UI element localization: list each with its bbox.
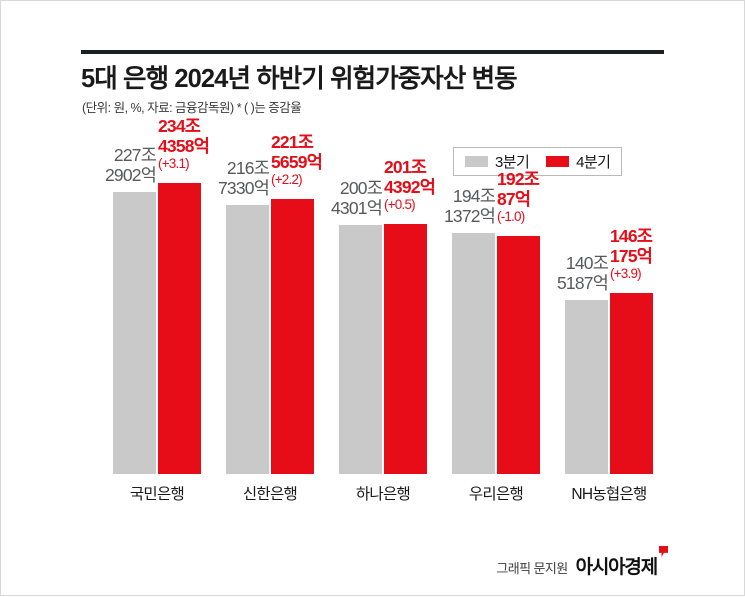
value-label-q3-신한은행: 216조 7330억 [217, 158, 270, 198]
legend-item-q3: 3분기 [465, 151, 530, 172]
legend-label-q3: 3분기 [495, 154, 530, 171]
category-label-하나은행: 하나은행 [355, 486, 411, 503]
category-label-우리은행: 우리은행 [468, 486, 524, 503]
brand-name: 아시아경제 [575, 557, 659, 578]
bar-q3-하나은행 [339, 225, 382, 474]
bar-q4-NH농협은행 [610, 293, 653, 474]
legend-swatch-q4-icon [546, 156, 570, 167]
brand-flag-icon [659, 546, 668, 557]
chart-subtitle: (단위: 원, %, 자료: 금융감독원) * ( )는 증감율 [82, 101, 302, 115]
value-label-q4-우리은행: 192조 87억 (-1.0) [497, 169, 540, 225]
graphic-credit: 그래픽 문지원 [496, 561, 568, 576]
value-label-q3-NH농협은행: 140조 5187억 [556, 253, 609, 293]
title-divider [81, 50, 664, 54]
value-label-q4-하나은행: 201조 4392억 (+0.5) [384, 157, 436, 213]
bar-q4-우리은행 [497, 236, 540, 474]
value-label-q4-신한은행: 221조 5659억 (+2.2) [271, 132, 323, 188]
value-label-q3-하나은행: 200조 4301억 [330, 178, 383, 218]
bar-q3-국민은행 [113, 192, 156, 474]
legend-swatch-q3-icon [465, 156, 488, 167]
brand-logo: 아시아경제 [575, 546, 668, 579]
chart-legend: 3분기 4분기 [453, 147, 623, 176]
legend-label-q4: 4분기 [576, 154, 611, 171]
page-title: 5대 은행 2024년 하반기 위험가중자산 변동 [81, 65, 518, 93]
bar-q3-신한은행 [226, 205, 269, 474]
value-label-q3-국민은행: 227조 2902억 [104, 145, 157, 185]
category-label-신한은행: 신한은행 [242, 486, 298, 503]
bar-q3-NH농협은행 [565, 300, 608, 474]
bar-q4-국민은행 [158, 183, 201, 474]
legend-item-q4: 4분기 [546, 151, 611, 172]
category-label-국민은행: 국민은행 [129, 486, 185, 503]
bar-q4-하나은행 [384, 224, 427, 474]
value-label-q4-NH농협은행: 146조 175억 (+3.9) [610, 226, 653, 282]
bar-q4-신한은행 [271, 199, 314, 474]
value-label-q3-우리은행: 194조 1372억 [443, 186, 496, 226]
footer: 그래픽 문지원 아시아경제 [496, 546, 668, 579]
value-label-q4-국민은행: 234조 4358억 (+3.1) [158, 116, 210, 172]
category-label-NH농협은행: NH농협은행 [571, 486, 647, 503]
bar-q3-우리은행 [452, 233, 495, 474]
